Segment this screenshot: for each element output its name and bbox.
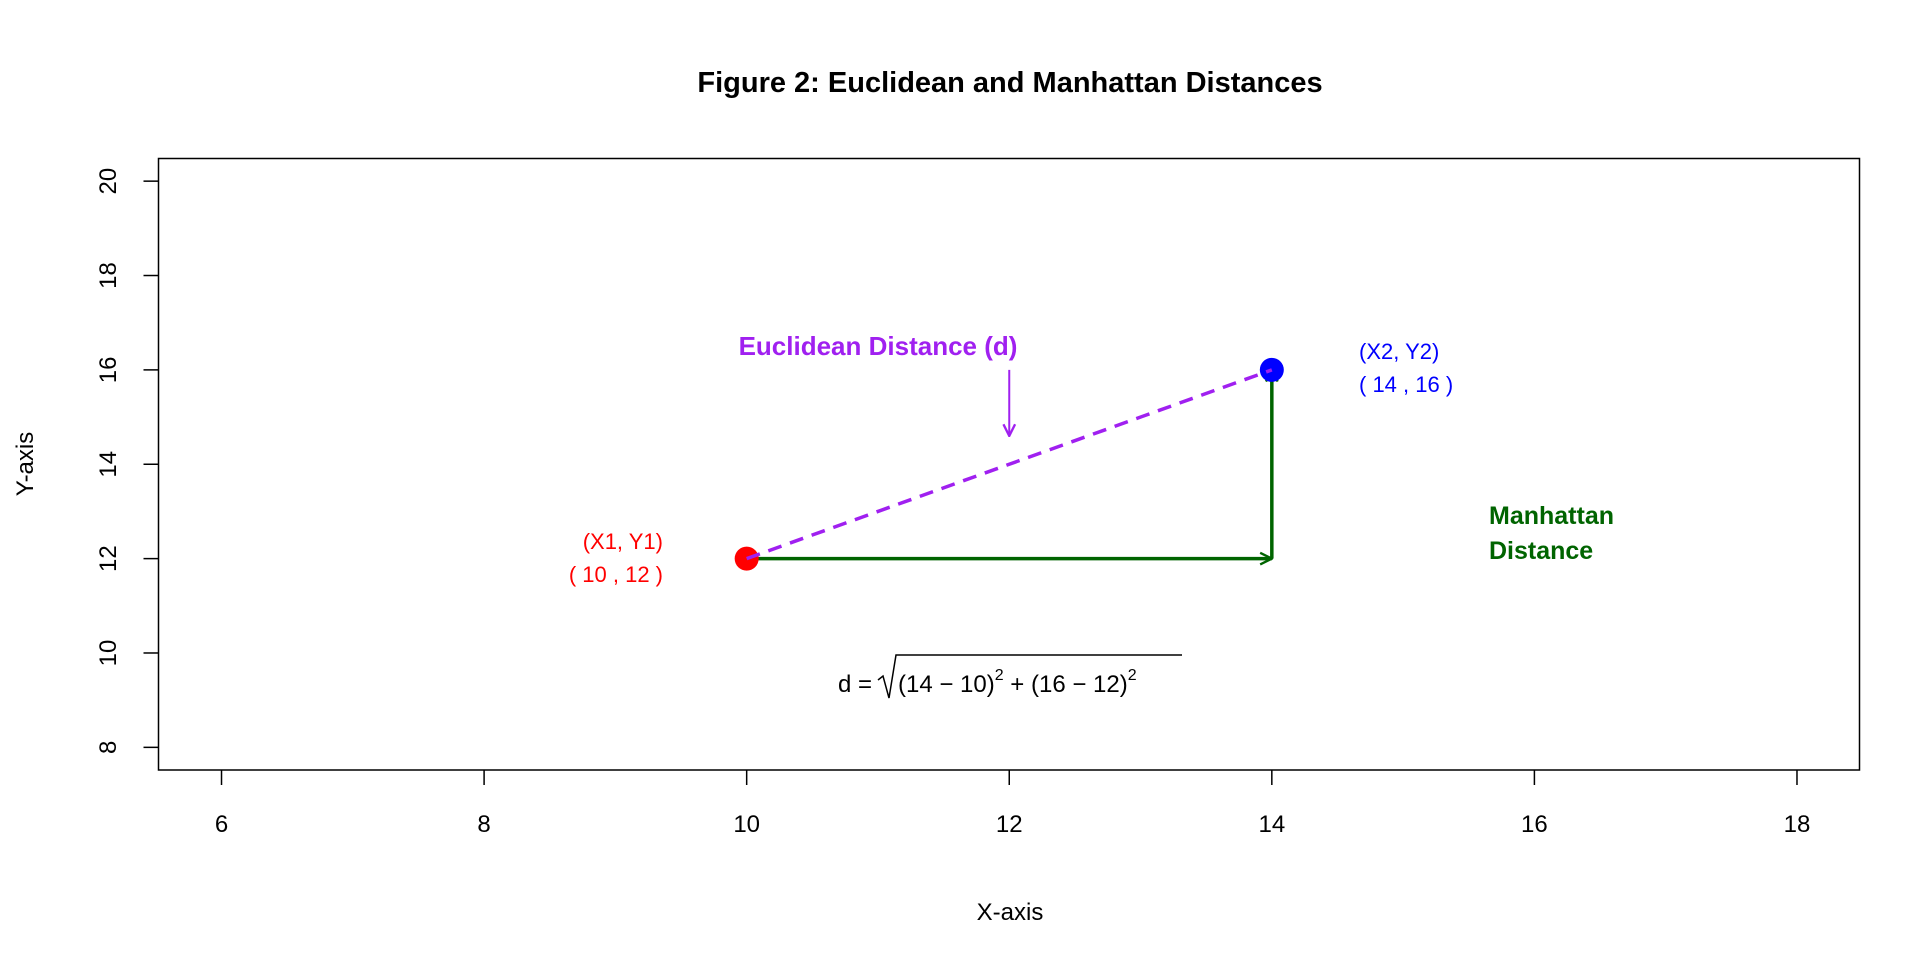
point-1-label-line2: ( 10 , 12 ) xyxy=(569,562,663,587)
y-tick-label: 16 xyxy=(95,357,122,384)
y-tick-label: 20 xyxy=(95,168,122,195)
x-tick-label: 8 xyxy=(477,811,490,838)
y-tick-label: 8 xyxy=(95,741,122,754)
formula-term2: (16 − 12) xyxy=(1031,671,1128,698)
sqrt-symbol xyxy=(877,654,1182,699)
x-tick-label: 16 xyxy=(1521,811,1548,838)
y-axis: 8 10 12 14 16 18 20 xyxy=(95,168,159,754)
x-tick-label: 18 xyxy=(1784,811,1811,838)
x-tick-label: 10 xyxy=(733,811,760,838)
plot-marks xyxy=(734,357,1284,571)
svg-text:(14 − 10)2 + (16 − 12)2: (14 − 10)2 + (16 − 12)2 xyxy=(898,667,1137,698)
euclidean-line xyxy=(746,368,1273,561)
y-axis-label: Y-axis xyxy=(12,432,39,496)
formula: d = (14 − 10)2 + (16 − 12)2 xyxy=(838,654,1182,699)
svg-text:d =: d = xyxy=(838,671,872,698)
y-tick-label: 18 xyxy=(95,262,122,289)
manhattan-label-line1: Manhattan xyxy=(1489,502,1614,530)
formula-plus: + xyxy=(1004,671,1031,698)
y-tick-label: 10 xyxy=(95,640,122,667)
formula-prefix: d = xyxy=(838,671,872,698)
chart-title: Figure 2: Euclidean and Manhattan Distan… xyxy=(697,67,1322,99)
manhattan-label-line2: Distance xyxy=(1489,537,1593,565)
y-tick-label: 12 xyxy=(95,545,122,572)
point-2-marker xyxy=(1259,357,1284,382)
formula-term1: (14 − 10) xyxy=(898,671,995,698)
x-tick-label: 6 xyxy=(215,811,228,838)
x-tick-label: 12 xyxy=(996,811,1023,838)
point-2-label-line2: ( 14 , 16 ) xyxy=(1359,372,1453,397)
x-axis: 6 8 10 12 14 16 18 xyxy=(215,770,1810,838)
formula-exp2: 2 xyxy=(1128,667,1137,684)
x-axis-label: X-axis xyxy=(977,899,1044,926)
point-1-label-line1: (X1, Y1) xyxy=(583,529,663,554)
y-tick-label: 14 xyxy=(95,451,122,478)
formula-exp1: 2 xyxy=(995,667,1004,684)
euclidean-label: Euclidean Distance (d) xyxy=(739,331,1018,361)
x-tick-label: 14 xyxy=(1258,811,1285,838)
point-2-label-line1: (X2, Y2) xyxy=(1359,339,1439,364)
